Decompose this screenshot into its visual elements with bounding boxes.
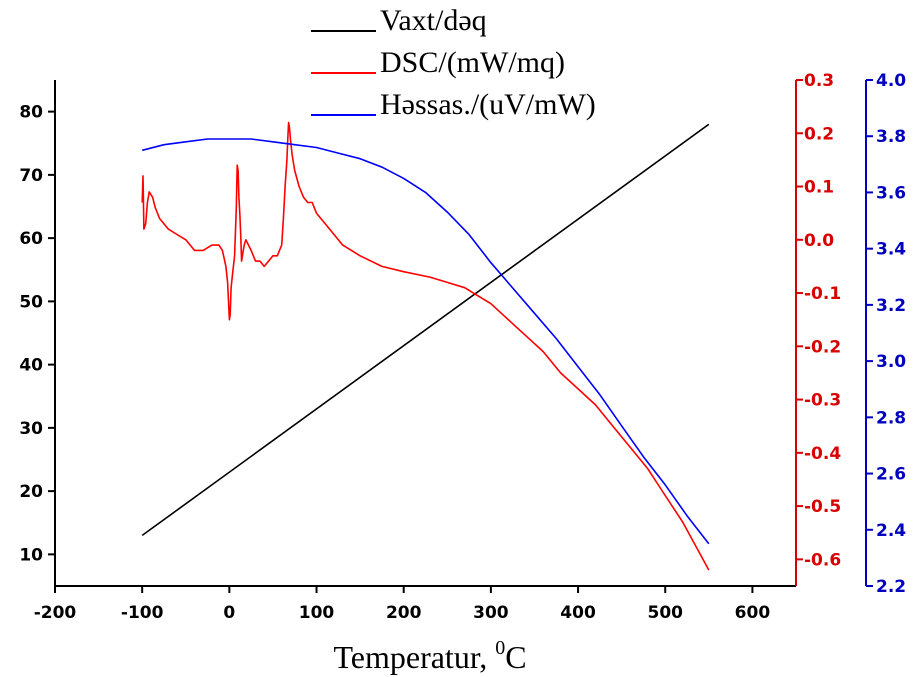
axes: -200 -100 0 100 200 300 400 500 600 10 20 30 40 50 60 7…: [19, 71, 906, 623]
x-tick-label: 500: [647, 603, 683, 623]
legend-label-0: Vaxt/dəq: [380, 4, 487, 37]
left-y-tick-label: 50: [19, 292, 43, 312]
right-y-dsc-tick-label: -0.5: [804, 497, 841, 517]
right-y-sens-tick-label: 3.0: [876, 352, 906, 372]
right-y-sens-tick-label: 3.2: [876, 296, 906, 316]
x-axis-title-sup: 0: [495, 637, 505, 659]
right-y-sens-tick-label: 2.8: [876, 408, 906, 428]
x-axis-title-unit: C: [505, 639, 526, 675]
right-y-dsc-tick-label: 0.1: [804, 178, 834, 198]
x-tick-label: 100: [299, 603, 335, 623]
x-tick-label: 200: [386, 603, 422, 623]
right-y-dsc-tick-label: 0.3: [804, 71, 834, 91]
x-axis-title: Temperatur, 0C: [333, 637, 526, 675]
x-tick-label: -200: [34, 603, 77, 623]
left-y-tick-label: 20: [19, 482, 43, 502]
right-y-dsc-tick-label: -0.2: [804, 337, 841, 357]
right-y-dsc-tick-label: -0.1: [804, 284, 841, 304]
right-y-sens-tick-label: 3.6: [876, 183, 906, 203]
series-line-1: [141, 121, 710, 571]
right-y-sens-tick-label: 4.0: [876, 71, 906, 91]
right-y-dsc-tick-label: -0.4: [804, 444, 841, 464]
legend-label-1: DSC/(mW/mq): [380, 46, 565, 79]
x-tick-label: 600: [735, 603, 771, 623]
x-tick-label: 400: [560, 603, 596, 623]
right-y-dsc-tick-label: 0.2: [804, 124, 834, 144]
right-y-dsc-tick-label: -0.3: [804, 391, 841, 411]
right-y-sens-tick-label: 2.4: [876, 521, 906, 541]
legend-label-2: Həssas./(uV/mW): [380, 88, 596, 121]
left-y-tick-label: 80: [19, 103, 43, 123]
series-line-0: [141, 123, 710, 537]
right-y-sens-tick-label: 2.2: [876, 577, 906, 597]
x-tick-label: 300: [473, 603, 509, 623]
series-line-2: [142, 138, 710, 545]
right-y-dsc-tick-label: -0.6: [804, 550, 841, 570]
left-y-tick-label: 30: [19, 419, 43, 439]
left-y-tick-label: 10: [19, 545, 43, 565]
x-axis-title-main: Temperatur,: [333, 639, 495, 675]
x-tick-label: -100: [121, 603, 164, 623]
left-y-tick-label: 70: [19, 166, 43, 186]
left-y-tick-label: 40: [19, 356, 43, 376]
right-y-sens-tick-label: 2.6: [876, 465, 906, 485]
left-y-tick-label: 60: [19, 229, 43, 249]
plot-area: [141, 121, 710, 571]
right-y-dsc-tick-label: 0.0: [804, 231, 834, 251]
right-y-sens-tick-label: 3.4: [876, 240, 906, 260]
legend: Vaxt/dəq DSC/(mW/mq) Həssas./(uV/mW): [311, 4, 596, 121]
x-tick-label: 0: [223, 603, 235, 623]
right-y-sens-tick-label: 3.8: [876, 127, 906, 147]
